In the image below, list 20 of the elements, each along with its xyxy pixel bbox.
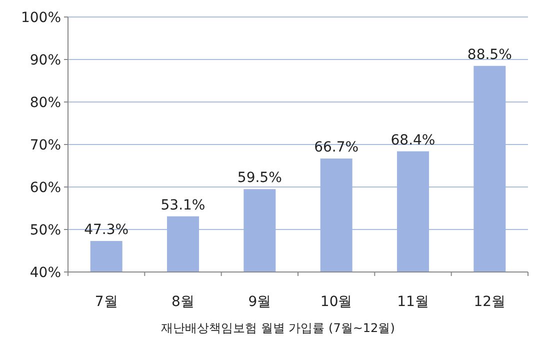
y-tick-label: 80% <box>30 95 61 111</box>
data-label: 88.5% <box>467 46 512 63</box>
x-tick-label: 9월 <box>248 294 272 310</box>
x-tick-label: 11월 <box>397 294 429 310</box>
y-tick-label: 40% <box>30 265 61 281</box>
data-label: 53.1% <box>160 197 206 214</box>
data-label: 59.5% <box>237 170 282 186</box>
x-tick-label: 10월 <box>320 294 352 310</box>
y-tick-label: 100% <box>20 10 61 26</box>
x-tick-label: 12월 <box>474 294 506 310</box>
x-axis-title: 재난배상책임보험 월별 가입률 (7월~12월) <box>161 321 395 335</box>
y-tick-label: 70% <box>30 138 61 154</box>
y-tick-label: 90% <box>30 52 61 68</box>
data-label: 47.3% <box>84 222 129 238</box>
data-label: 66.7% <box>314 140 359 156</box>
y-tick-label: 60% <box>30 180 61 196</box>
data-label: 68.4% <box>390 132 436 148</box>
y-tick-label: 50% <box>30 222 61 238</box>
x-tick-label: 8월 <box>172 294 194 310</box>
x-tick-label: 7월 <box>94 294 118 310</box>
